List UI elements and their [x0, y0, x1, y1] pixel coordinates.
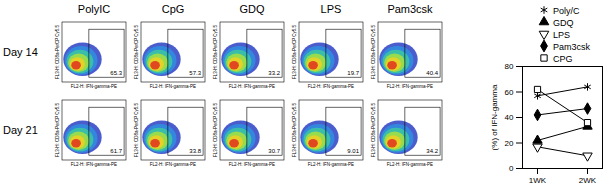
svg-text:LPS: LPS — [553, 30, 570, 40]
svg-text:60: 60 — [505, 88, 514, 97]
svg-text:FL3-H: CD8a-PerCP Cy5.5: FL3-H: CD8a-PerCP Cy5.5 — [134, 102, 139, 157]
svg-text:30.7: 30.7 — [268, 148, 280, 154]
svg-text:1WK: 1WK — [529, 176, 547, 185]
svg-text:LPS: LPS — [321, 3, 342, 15]
svg-text:34.2: 34.2 — [426, 148, 438, 154]
svg-text:9.01: 9.01 — [347, 148, 359, 154]
svg-text:40: 40 — [505, 113, 514, 122]
svg-text:33.8: 33.8 — [189, 148, 201, 154]
svg-text:FL3-H: CD8a-PerCP Cy5.5: FL3-H: CD8a-PerCP Cy5.5 — [371, 102, 376, 157]
svg-text:Pam3csk: Pam3csk — [387, 3, 433, 15]
svg-text:0: 0 — [509, 164, 514, 173]
svg-text:Day 21: Day 21 — [3, 124, 38, 136]
svg-text:FL2-H: IFN-gamma-PE: FL2-H: IFN-gamma-PE — [308, 162, 354, 167]
svg-text:Day 14: Day 14 — [3, 46, 38, 58]
svg-text:FL2-H: IFN-gamma-PE: FL2-H: IFN-gamma-PE — [387, 84, 433, 89]
svg-text:FL3-H: CD8a-PerCP Cy5.5: FL3-H: CD8a-PerCP Cy5.5 — [213, 102, 218, 157]
svg-text:FL2-H: IFN-gamma-PE: FL2-H: IFN-gamma-PE — [308, 84, 354, 89]
svg-text:FL2-H: IFN-gamma-PE: FL2-H: IFN-gamma-PE — [71, 84, 117, 89]
svg-text:FL2-H: IFN-gamma-PE: FL2-H: IFN-gamma-PE — [150, 162, 196, 167]
svg-text:Pam3csk: Pam3csk — [553, 42, 591, 52]
svg-text:CPG: CPG — [553, 54, 573, 64]
svg-text:FL3-H: CD8a-PerCP Cy5.5: FL3-H: CD8a-PerCP Cy5.5 — [292, 102, 297, 157]
svg-text:FL2-H: IFN-gamma-PE: FL2-H: IFN-gamma-PE — [229, 84, 275, 89]
svg-text:PolyIC: PolyIC — [78, 3, 110, 15]
svg-text:40.4: 40.4 — [426, 70, 438, 76]
svg-text:2WK: 2WK — [579, 176, 597, 185]
svg-text:FL2-H: IFN-gamma-PE: FL2-H: IFN-gamma-PE — [229, 162, 275, 167]
svg-text:FL3-H: CD8a-PerCP Cy5.5: FL3-H: CD8a-PerCP Cy5.5 — [292, 24, 297, 79]
svg-text:20: 20 — [505, 139, 514, 148]
svg-text:65.3: 65.3 — [110, 70, 122, 76]
svg-text:CpG: CpG — [162, 3, 185, 15]
svg-text:GDQ: GDQ — [239, 3, 265, 15]
svg-text:80: 80 — [505, 62, 514, 71]
svg-text:FL2-H: IFN-gamma-PE: FL2-H: IFN-gamma-PE — [387, 162, 433, 167]
svg-text:GDQ: GDQ — [553, 18, 574, 28]
svg-text:57.3: 57.3 — [189, 70, 201, 76]
svg-text:(%) of IFN-gamma: (%) of IFN-gamma — [490, 84, 499, 150]
svg-text:33.2: 33.2 — [268, 70, 280, 76]
svg-text:FL3-H: CD8a-PerCP Cy5.5: FL3-H: CD8a-PerCP Cy5.5 — [134, 24, 139, 79]
svg-text:FL2-H: IFN-gamma-PE: FL2-H: IFN-gamma-PE — [71, 162, 117, 167]
svg-text:FL2-H: IFN-gamma-PE: FL2-H: IFN-gamma-PE — [150, 84, 196, 89]
svg-text:FL3-H: CD8a-PerCP Cy5.5: FL3-H: CD8a-PerCP Cy5.5 — [371, 24, 376, 79]
svg-text:FL3-H: CD8a-PerCP Cy5.5: FL3-H: CD8a-PerCP Cy5.5 — [55, 102, 60, 157]
svg-text:19.7: 19.7 — [347, 70, 359, 76]
svg-text:61.7: 61.7 — [110, 148, 122, 154]
svg-text:FL3-H: CD8a-PerCP Cy5.5: FL3-H: CD8a-PerCP Cy5.5 — [213, 24, 218, 79]
svg-text:Poly/C: Poly/C — [553, 6, 580, 16]
svg-text:FL3-H: CD8a-PerCP Cy5.5: FL3-H: CD8a-PerCP Cy5.5 — [55, 24, 60, 79]
